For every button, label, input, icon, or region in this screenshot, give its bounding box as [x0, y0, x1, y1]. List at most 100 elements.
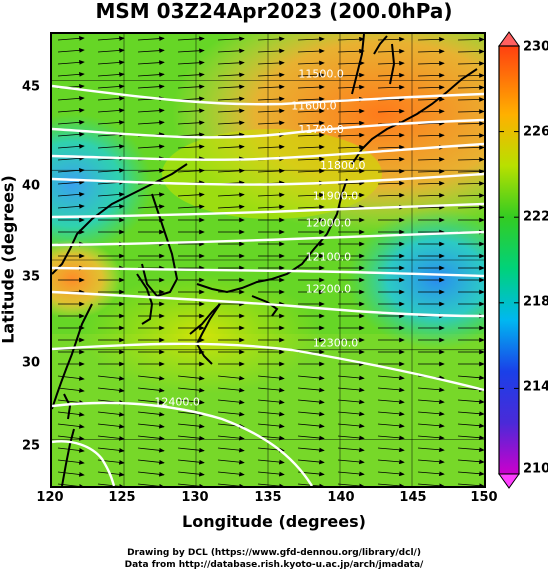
colorbar-label: 230	[523, 39, 548, 55]
wind-vector	[457, 37, 484, 42]
wind-vector	[137, 36, 165, 42]
wind-vector	[457, 85, 484, 90]
wind-vector	[297, 423, 325, 429]
wind-vector	[217, 96, 245, 102]
wind-vector	[177, 60, 205, 66]
wind-vector	[377, 168, 405, 174]
wind-vector	[297, 48, 325, 54]
wind-vector	[297, 132, 325, 138]
y-tick-label: 40	[22, 178, 41, 194]
wind-vector	[417, 471, 445, 477]
wind-vector	[97, 483, 125, 486]
wind-vector	[377, 96, 405, 102]
wind-vector	[417, 423, 445, 429]
wind-vector	[377, 156, 405, 162]
wind-vector	[417, 181, 445, 186]
wind-vector	[217, 132, 245, 138]
wind-vector	[217, 387, 245, 393]
wind-vector	[337, 483, 365, 486]
wind-vector	[377, 411, 405, 417]
lat-lon-grid	[52, 34, 484, 486]
wind-vector	[297, 120, 325, 126]
colorbar-max-arrow	[498, 31, 520, 47]
wind-vector	[217, 36, 245, 42]
wind-vector	[417, 169, 445, 174]
wind-vector	[177, 423, 205, 429]
wind-vector	[97, 108, 125, 113]
wind-vector	[217, 375, 245, 381]
wind-vector	[257, 375, 285, 381]
wind-vector	[177, 435, 205, 441]
wind-vector	[297, 60, 325, 66]
wind-vector	[337, 471, 365, 477]
wind-vector	[377, 435, 405, 441]
wind-vector	[177, 168, 205, 174]
wind-vector	[57, 459, 85, 465]
wind-vector	[417, 157, 445, 162]
wind-vector	[257, 36, 285, 42]
wind-vector	[337, 192, 365, 198]
wind-vector	[257, 168, 285, 174]
wind-vector	[377, 483, 405, 486]
height-contours	[52, 84, 484, 486]
wind-vector	[257, 204, 285, 210]
wind-vector	[217, 483, 245, 486]
x-tick-label: 130	[181, 490, 209, 505]
wind-vector	[217, 72, 245, 78]
wind-vector	[337, 48, 365, 54]
wind-vector	[417, 447, 445, 453]
wind-vector	[57, 191, 85, 197]
wind-vector	[417, 205, 445, 210]
wind-vector	[97, 471, 125, 477]
wind-vector	[57, 35, 85, 41]
wind-vector	[297, 192, 325, 198]
wind-vector	[457, 423, 484, 429]
wind-vector	[217, 60, 245, 66]
wind-vector	[457, 157, 484, 162]
map-canvas: 11500.0 11600.0 11700.0 11800.0 11900.0 12000…	[52, 34, 484, 486]
wind-vector	[257, 399, 285, 405]
wind-vector	[97, 435, 125, 441]
wind-vector	[177, 72, 205, 78]
wind-vector	[57, 143, 85, 149]
map-plot-area: 11500.0 11600.0 11700.0 11800.0 11900.0 12000…	[50, 32, 486, 488]
wind-vector	[297, 96, 325, 102]
wind-vector	[377, 423, 405, 429]
wind-vector	[417, 411, 445, 417]
wind-vector	[297, 399, 325, 405]
wind-vector	[297, 72, 325, 78]
x-tick-label: 145	[399, 490, 427, 505]
wind-vector	[217, 399, 245, 405]
wind-vector	[297, 36, 325, 42]
wind-vector	[457, 73, 484, 78]
wind-vector	[377, 447, 405, 453]
y-tick-label: 30	[22, 355, 41, 371]
wind-vector	[337, 423, 365, 429]
wind-vector	[297, 84, 325, 90]
wind-vector	[97, 144, 125, 149]
y-tick-label: 45	[22, 79, 41, 95]
wind-vector	[297, 411, 325, 417]
x-tick-label: 140	[327, 490, 355, 505]
wind-vector	[457, 193, 484, 198]
wind-vector	[217, 168, 245, 174]
wind-vector	[417, 121, 445, 126]
wind-vector	[97, 60, 125, 65]
wind-vector	[297, 447, 325, 453]
wind-vector	[137, 108, 165, 114]
wind-vector	[457, 447, 484, 453]
wind-vector	[137, 168, 165, 174]
wind-vector	[457, 459, 484, 465]
wind-vector	[177, 204, 205, 210]
wind-vector	[57, 411, 85, 417]
wind-vector	[57, 131, 85, 137]
wind-vector	[457, 169, 484, 174]
wind-vector	[257, 411, 285, 417]
wind-vector	[137, 72, 165, 78]
wind-vector	[297, 435, 325, 441]
x-tick-label: 120	[36, 490, 64, 505]
wind-vector	[217, 411, 245, 417]
wind-vector	[377, 132, 405, 138]
wind-vector	[377, 36, 405, 42]
contour-label: 12100.0	[306, 250, 352, 263]
